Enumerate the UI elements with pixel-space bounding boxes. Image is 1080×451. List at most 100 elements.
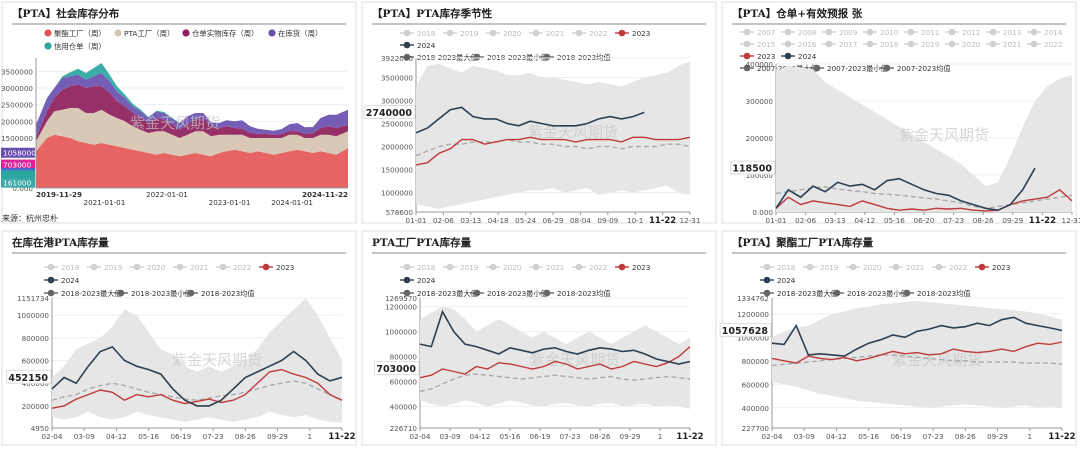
current-value-tag [374, 361, 420, 376]
x-tick-label: 09-29 [267, 432, 288, 441]
legend-label: 2007 [757, 28, 775, 37]
watermark: 紫金天风期货 [899, 126, 989, 144]
series-2023 [775, 188, 1073, 212]
chart-title: 【PTA】聚酯工厂PTA库存量 [732, 236, 874, 249]
y-tick-label: 1000000 [381, 189, 413, 198]
y-tick-label: 3500000 [1, 67, 33, 76]
x-tick-label: 02-06 [433, 216, 454, 225]
legend-label: 2019 [820, 263, 839, 272]
legend-swatch [44, 42, 52, 50]
y-tick-label: 2000000 [1, 117, 33, 126]
legend-swatch-dot [813, 64, 821, 72]
legend-label: 2023 [992, 263, 1010, 272]
legend-label: 2019 [921, 40, 940, 49]
y-tick-label: 3500000 [381, 73, 413, 82]
x-tick-label: 2023-01-01 [209, 198, 251, 207]
y-tick-label: 600000 [390, 377, 418, 386]
x-tick-label: 12-31 [680, 216, 701, 225]
x-tick-label: 05-16 [858, 432, 879, 441]
x-tick-label: 08-26 [590, 432, 611, 441]
legend-swatch-dot [763, 289, 771, 297]
legend-label: 2024 [417, 276, 436, 285]
series-2024 [775, 167, 1036, 212]
legend-swatch-dot [489, 263, 497, 271]
legend-swatch-dot [784, 28, 792, 36]
x-tick-label: 04-12 [470, 432, 491, 441]
legend-label: 2020 [503, 263, 522, 272]
series-2024 [51, 345, 343, 407]
y-tick-label: 0.000 [752, 208, 773, 217]
current-value-label: 452150 [8, 373, 48, 384]
legend-label: 2008 [798, 28, 817, 37]
y-tick-label: 2000000 [381, 143, 413, 152]
current-value-label: 1057628 [722, 326, 769, 337]
legend-swatch-dot [1030, 28, 1038, 36]
x-tick-label: 06-19 [530, 432, 551, 441]
legend-label: 2019 [460, 29, 479, 38]
chart-title: 【PTA】PTA库存季节性 [372, 7, 493, 20]
x-tick-label: 10-1 [627, 216, 643, 225]
legend-swatch-dot [90, 263, 98, 271]
x-tick-label: 2021-01-01 [84, 198, 126, 207]
x-tick-label: 05-16 [138, 432, 159, 441]
current-value-label: 118500 [732, 164, 772, 175]
x-tick-label: 2024-11-22 [302, 190, 348, 199]
x-tick-label: 07-23 [560, 432, 581, 441]
x-tick-label: 07-23 [923, 432, 944, 441]
chart-inport: 在库在港PTA库存量 2018 2019 2020 2021 2022 2023 2024 20… [6, 236, 356, 442]
legend-swatch-dot [618, 263, 626, 271]
legend-label: 2019 [460, 263, 479, 272]
legend-swatch-dot [403, 53, 411, 61]
y-tick-label: 1500000 [1, 134, 33, 143]
current-value-tag [730, 160, 776, 175]
legend-label: 2016 [798, 40, 817, 49]
legend-label: 在库货（周） [278, 29, 322, 38]
legend-swatch-dot [47, 276, 55, 284]
legend-label: 2021 [190, 263, 208, 272]
x-tick-label: 09-29 [620, 432, 641, 441]
y-tick-label: 600000 [742, 380, 770, 389]
series-average [51, 380, 343, 401]
series-average [771, 354, 1063, 367]
chart-factory: PTA工厂PTA库存量 2018 2019 2020 2021 2022 2023 2024 2… [372, 236, 706, 442]
legend-label: 2015 [757, 40, 775, 49]
x-tick-label: 04-12 [106, 432, 127, 441]
legend-label: 2021 [906, 263, 924, 272]
x-tick-label: 1 [658, 432, 663, 441]
y-tick-label: 800000 [22, 334, 50, 343]
series-2024 [419, 309, 691, 365]
legend-label: 2012 [962, 28, 980, 37]
legend-swatch-dot [176, 263, 184, 271]
y-tick-label: 3000000 [1, 84, 33, 93]
series-in-stock [36, 73, 348, 138]
series-2024 [771, 316, 1063, 357]
x-tick-label: 2024-01-01 [271, 198, 313, 207]
legend-label: 2018-2023均值 [917, 289, 971, 298]
series-end-tag [1, 147, 35, 158]
legend-label: 2018-2023最大值 [777, 289, 838, 298]
watermark: 紫金天风期货 [892, 351, 982, 369]
y-tick-label: 800000 [390, 353, 418, 362]
series-average [415, 138, 691, 157]
legend-swatch-dot [489, 29, 497, 37]
legend-swatch-dot [892, 263, 900, 271]
legend-label: 2018 [417, 29, 436, 38]
current-value-label: 703000 [376, 364, 416, 375]
legend-label: 2022 [589, 29, 607, 38]
y-tick-label: 3000000 [381, 96, 413, 105]
legend-swatch-dot [763, 263, 771, 271]
x-tick-label: 02-04 [410, 432, 431, 441]
legend-swatch-dot [743, 40, 751, 48]
chart-title: 在库在港PTA库存量 [12, 236, 109, 249]
legend-label: 2014 [1044, 28, 1063, 37]
legend-label: 2021 [1003, 40, 1021, 49]
legend-label: 2022 [589, 263, 607, 272]
legend-swatch-dot [403, 41, 411, 49]
y-tick-label: 1000000 [737, 333, 769, 342]
x-tick-label: 1 [307, 432, 312, 441]
legend-label: 仓单实物库存（周） [192, 29, 259, 38]
x-tick-label: 03-13 [825, 216, 846, 225]
legend-swatch [182, 29, 190, 37]
legend-label: 2020 [503, 29, 522, 38]
